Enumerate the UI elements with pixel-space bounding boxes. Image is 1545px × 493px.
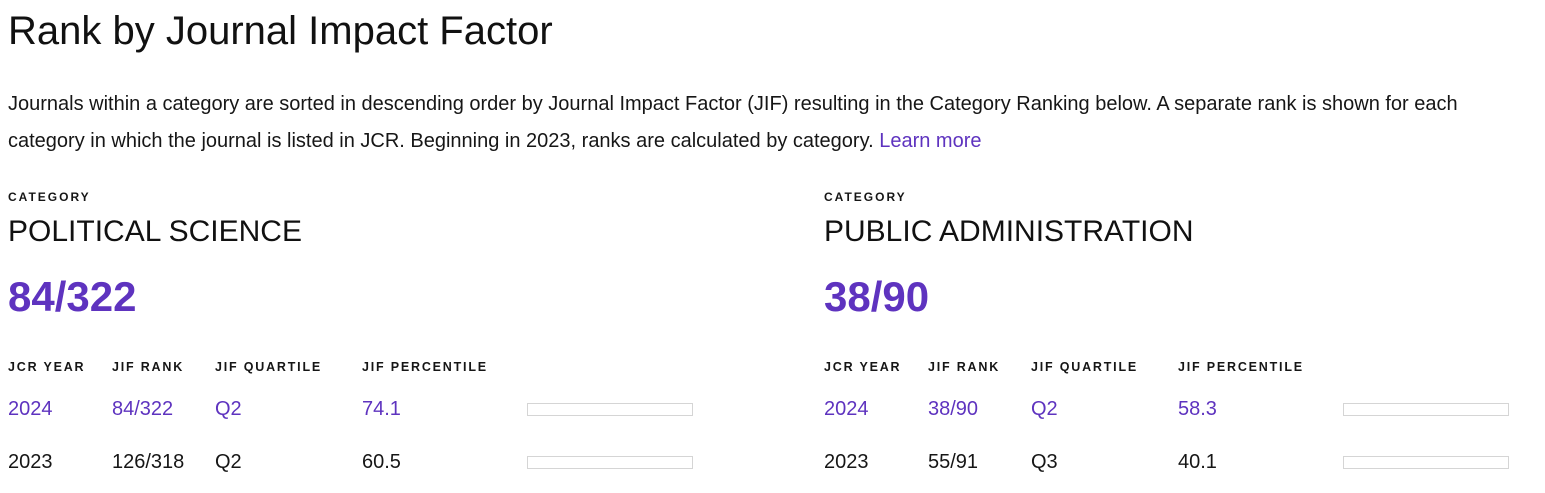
cell-jcr-year: 2023 <box>8 451 53 473</box>
cell-jif-percentile: 58.3 <box>1178 398 1217 420</box>
table-row: 2023 126/318 Q2 60.5 <box>8 451 694 473</box>
category-label: CATEGORY <box>824 190 907 204</box>
section-description: Journals within a category are sorted in… <box>8 86 1520 160</box>
percentile-bar <box>1343 455 1509 469</box>
category-label: CATEGORY <box>8 190 91 204</box>
header-jif-rank: JIF RANK <box>928 360 1001 374</box>
percentile-bar <box>527 455 693 469</box>
cell-jif-rank: 38/90 <box>928 398 979 420</box>
header-jif-quartile: JIF QUARTILE <box>1031 360 1139 374</box>
category-name: PUBLIC ADMINISTRATION <box>824 215 1194 248</box>
cell-jif-rank: 55/91 <box>928 451 979 473</box>
page-title: Rank by Journal Impact Factor <box>8 9 553 53</box>
cell-jif-quartile: Q2 <box>215 451 242 473</box>
category-name: POLITICAL SCIENCE <box>8 215 302 248</box>
cell-jif-percentile: 60.5 <box>362 451 401 473</box>
table-header-row: JCR YEAR JIF RANK JIF QUARTILE JIF PERCE… <box>824 360 1510 374</box>
category-panel-public-administration: CATEGORY PUBLIC ADMINISTRATION 38/90 JCR… <box>824 190 1510 473</box>
rank-table: JCR YEAR JIF RANK JIF QUARTILE JIF PERCE… <box>8 360 694 473</box>
cell-jcr-year: 2023 <box>824 451 869 473</box>
header-jcr-year: JCR YEAR <box>8 360 86 374</box>
cell-jif-rank: 126/318 <box>112 451 185 473</box>
table-row: 2024 38/90 Q2 58.3 <box>824 398 1510 420</box>
description-text: Journals within a category are sorted in… <box>8 93 1458 152</box>
category-rank: 84/322 <box>8 273 137 320</box>
category-panels: CATEGORY POLITICAL SCIENCE 84/322 JCR YE… <box>8 190 1545 473</box>
cell-jif-quartile: Q2 <box>1031 398 1058 420</box>
learn-more-link[interactable]: Learn more <box>879 130 982 152</box>
percentile-bar <box>527 402 693 416</box>
rank-table: JCR YEAR JIF RANK JIF QUARTILE JIF PERCE… <box>824 360 1510 473</box>
category-rank: 38/90 <box>824 273 930 320</box>
header-jif-quartile: JIF QUARTILE <box>215 360 323 374</box>
cell-jif-percentile: 40.1 <box>1178 451 1217 473</box>
table-row: 2023 55/91 Q3 40.1 <box>824 451 1510 473</box>
cell-jif-quartile: Q2 <box>215 398 242 420</box>
cell-jif-percentile: 74.1 <box>362 398 401 420</box>
cell-jif-quartile: Q3 <box>1031 451 1058 473</box>
cell-jcr-year: 2024 <box>824 398 869 420</box>
header-jif-percentile: JIF PERCENTILE <box>1178 360 1304 374</box>
header-jif-rank: JIF RANK <box>112 360 185 374</box>
cell-jif-rank: 84/322 <box>112 398 174 420</box>
header-jif-percentile: JIF PERCENTILE <box>362 360 488 374</box>
table-row: 2024 84/322 Q2 74.1 <box>8 398 694 420</box>
header-jcr-year: JCR YEAR <box>824 360 902 374</box>
percentile-bar <box>1343 402 1509 416</box>
table-header-row: JCR YEAR JIF RANK JIF QUARTILE JIF PERCE… <box>8 360 694 374</box>
category-panel-political-science: CATEGORY POLITICAL SCIENCE 84/322 JCR YE… <box>8 190 694 473</box>
cell-jcr-year: 2024 <box>8 398 53 420</box>
